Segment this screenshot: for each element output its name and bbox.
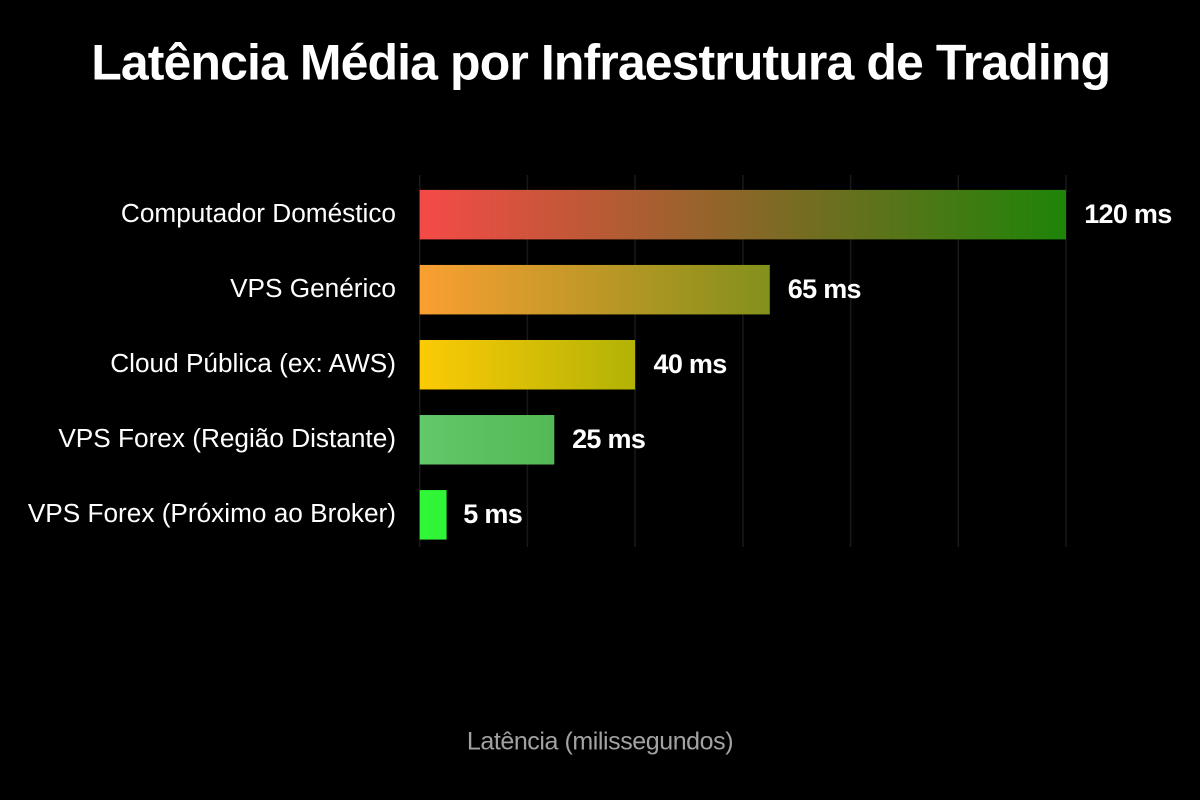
svg-text:VPS Genérico: VPS Genérico: [230, 273, 396, 303]
svg-text:Latência (milissegundos): Latência (milissegundos): [467, 728, 733, 756]
svg-text:Computador Doméstico: Computador Doméstico: [121, 198, 396, 228]
svg-text:25 ms: 25 ms: [572, 424, 645, 454]
svg-text:VPS Forex (Região Distante): VPS Forex (Região Distante): [58, 423, 396, 453]
svg-text:Cloud Pública (ex: AWS): Cloud Pública (ex: AWS): [110, 348, 396, 378]
svg-text:VPS Forex (Próximo ao Broker): VPS Forex (Próximo ao Broker): [28, 498, 396, 528]
svg-text:Latência Média por Infraestrut: Latência Média por Infraestrutura de Tra…: [91, 34, 1110, 90]
svg-text:40 ms: 40 ms: [654, 349, 727, 379]
svg-text:120 ms: 120 ms: [1084, 199, 1171, 229]
svg-text:5 ms: 5 ms: [463, 499, 522, 529]
svg-text:65 ms: 65 ms: [788, 274, 861, 304]
